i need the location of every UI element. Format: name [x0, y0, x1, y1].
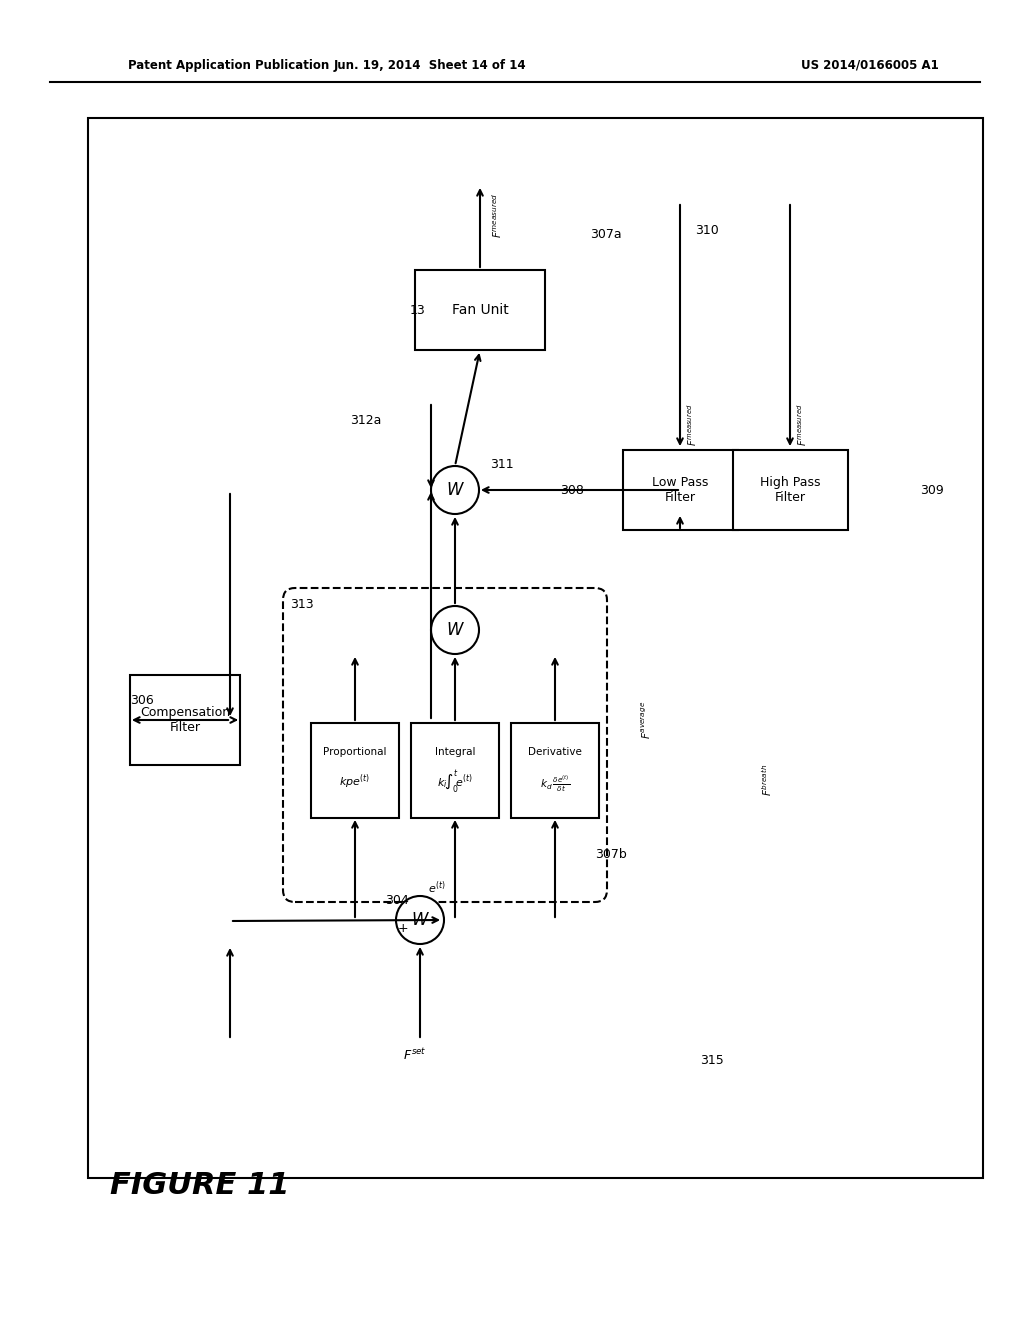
Text: 304: 304 — [385, 894, 409, 907]
Text: 315: 315 — [700, 1053, 724, 1067]
FancyArrowPatch shape — [682, 1063, 695, 1071]
Text: Fan Unit: Fan Unit — [452, 304, 508, 317]
Text: 310: 310 — [695, 223, 719, 236]
Circle shape — [431, 466, 479, 513]
FancyArrowPatch shape — [430, 313, 438, 319]
Text: Derivative: Derivative — [528, 747, 582, 756]
FancyArrowPatch shape — [566, 240, 583, 252]
Text: Compensation
Filter: Compensation Filter — [140, 706, 230, 734]
FancyArrowPatch shape — [336, 424, 345, 430]
Bar — [623, 450, 738, 531]
Bar — [415, 271, 545, 350]
FancyArrowPatch shape — [475, 467, 485, 474]
Bar — [130, 675, 240, 766]
Text: $F^{average}$: $F^{average}$ — [640, 701, 653, 739]
Text: 311: 311 — [490, 458, 514, 471]
Text: 13: 13 — [410, 304, 425, 317]
Text: 309: 309 — [920, 483, 944, 496]
Bar — [88, 117, 983, 1177]
Text: 313: 313 — [290, 598, 313, 611]
Circle shape — [396, 896, 444, 944]
Text: $e^{(t)}$: $e^{(t)}$ — [428, 879, 445, 896]
Text: Low Pass
Filter: Low Pass Filter — [652, 477, 709, 504]
Text: FIGURE 11: FIGURE 11 — [110, 1171, 290, 1200]
Circle shape — [431, 606, 479, 653]
Text: W: W — [446, 620, 463, 639]
Text: 307b: 307b — [595, 849, 627, 862]
Text: W: W — [446, 480, 463, 499]
Text: $F^{breath}$: $F^{breath}$ — [760, 764, 774, 796]
FancyArrowPatch shape — [903, 483, 916, 492]
Text: +: + — [397, 923, 409, 936]
Text: $F^{measured}$: $F^{measured}$ — [685, 404, 698, 446]
FancyArrowPatch shape — [672, 236, 689, 246]
Bar — [733, 450, 848, 531]
Bar — [411, 723, 499, 818]
Text: $F^{measured}$: $F^{measured}$ — [490, 193, 504, 238]
Text: US 2014/0166005 A1: US 2014/0166005 A1 — [801, 58, 939, 71]
Text: Integral: Integral — [435, 747, 475, 756]
FancyArrowPatch shape — [559, 483, 572, 492]
FancyArrowPatch shape — [386, 903, 398, 909]
Text: $F^{measured}$: $F^{measured}$ — [795, 404, 809, 446]
Text: 308: 308 — [560, 483, 584, 496]
FancyArrowPatch shape — [131, 704, 143, 710]
Text: 307a: 307a — [590, 228, 622, 242]
Text: $k_i\!\int_0^t\!e^{(t)}$: $k_i\!\int_0^t\!e^{(t)}$ — [437, 768, 473, 796]
Text: 312a: 312a — [350, 413, 381, 426]
Bar — [311, 723, 399, 818]
FancyArrowPatch shape — [291, 609, 299, 618]
Text: $F^{set}$: $F^{set}$ — [403, 1047, 427, 1063]
Text: $kpe^{(t)}$: $kpe^{(t)}$ — [339, 772, 371, 791]
Text: Patent Application Publication: Patent Application Publication — [128, 58, 330, 71]
Bar — [511, 723, 599, 818]
Text: 306: 306 — [130, 693, 154, 706]
Text: Jun. 19, 2014  Sheet 14 of 14: Jun. 19, 2014 Sheet 14 of 14 — [334, 58, 526, 71]
Text: $k_d\,\frac{\delta e^{(t)}}{\delta t}$: $k_d\,\frac{\delta e^{(t)}}{\delta t}$ — [540, 774, 570, 793]
Text: High Pass
Filter: High Pass Filter — [760, 477, 820, 504]
Text: Proportional: Proportional — [324, 747, 387, 756]
Text: W: W — [412, 911, 428, 929]
FancyArrowPatch shape — [577, 858, 590, 866]
